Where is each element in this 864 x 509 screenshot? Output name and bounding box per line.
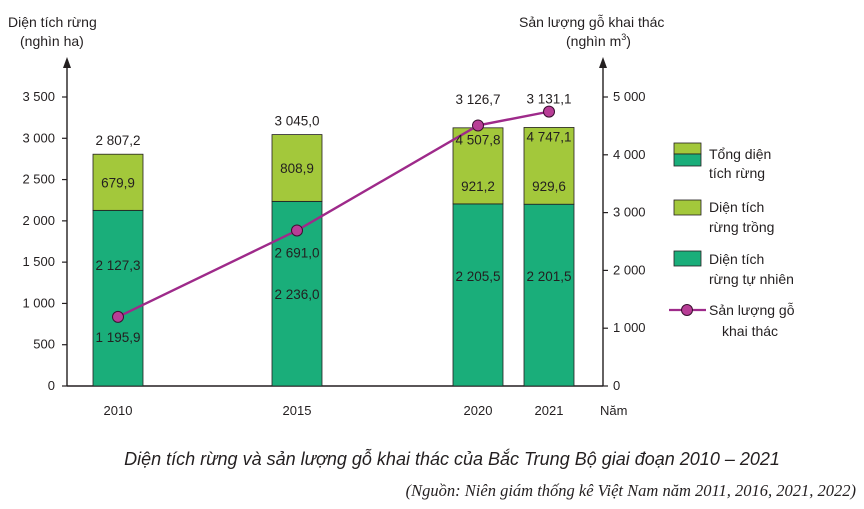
total-label-2021: 3 131,1 xyxy=(526,91,571,106)
left-axis-title-line2: (nghìn ha) xyxy=(20,33,84,49)
legend-item-planted-line1: Diện tích xyxy=(709,199,764,215)
right-tick-label: 4 000 xyxy=(613,147,646,162)
timber-point-2015 xyxy=(291,224,303,237)
right-axis-title-unit: (nghìn m xyxy=(566,33,621,49)
right-tick-label: 1 000 xyxy=(613,320,646,335)
legend-item-timber-line1: Sản lượng gỗ xyxy=(709,302,795,318)
left-axis-arrow xyxy=(63,57,71,68)
legend-swatch-planted xyxy=(673,199,702,216)
legend-item-natural-line2: rừng tự nhiên xyxy=(709,271,794,287)
natural-label-2010: 2 127,3 xyxy=(95,258,140,273)
legend-item-natural-line1: Diện tích xyxy=(709,251,764,267)
bar-natural-2010 xyxy=(92,209,144,387)
bar-natural-2021 xyxy=(523,203,575,387)
x-tick-label-2021: 2021 xyxy=(535,403,564,418)
legend-item-timber-line2: khai thác xyxy=(722,323,778,339)
legend-swatch-timber-marker xyxy=(681,304,693,316)
legend: Tổng diện tích rừng Diện tích rừng trồng… xyxy=(669,142,795,339)
total-label-2015: 3 045,0 xyxy=(274,114,319,129)
left-tick-label: 1 000 xyxy=(22,295,55,310)
left-tick-label: 1 500 xyxy=(22,254,55,269)
planted-label-2010: 679,9 xyxy=(101,175,135,190)
left-tick-label: 500 xyxy=(33,337,55,352)
legend-swatch-natural xyxy=(673,250,702,267)
bar-natural-2020 xyxy=(452,203,504,387)
planted-label-2015: 808,9 xyxy=(280,161,314,176)
right-tick-label: 2 000 xyxy=(613,262,646,277)
data-labels-group: 2 807,2 679,9 2 127,3 1 195,9 3 045,0 808,9 2 … xyxy=(95,91,571,344)
left-tick-label: 2 500 xyxy=(22,172,55,187)
x-axis-unit-label: Năm xyxy=(600,403,627,418)
timber-label-2015: 2 691,0 xyxy=(274,245,319,260)
right-tick-label: 3 000 xyxy=(613,205,646,220)
natural-label-2015: 2 236,0 xyxy=(274,287,319,302)
bar-planted-2020 xyxy=(452,127,504,205)
legend-swatch-total-top xyxy=(673,142,702,155)
natural-label-2020: 2 205,5 xyxy=(455,269,500,284)
timber-point-2020 xyxy=(472,119,484,132)
x-axis-labels: 2010 2015 2020 2021 xyxy=(104,403,564,418)
left-tick-label: 0 xyxy=(48,378,55,393)
legend-item-planted-line2: rừng trồng xyxy=(709,219,774,235)
x-tick-label-2010: 2010 xyxy=(104,403,133,418)
timber-label-2021: 4 747,1 xyxy=(526,130,571,145)
natural-label-2021: 2 201,5 xyxy=(526,269,571,284)
timber-line xyxy=(117,110,550,318)
timber-point-2010 xyxy=(112,310,124,323)
bar-planted-2015 xyxy=(271,134,323,202)
legend-item-total-line2: tích rừng xyxy=(709,165,765,181)
right-tick-label: 0 xyxy=(613,378,620,393)
legend-item-total-line1: Tổng diện xyxy=(709,146,771,162)
left-tick-label: 3 000 xyxy=(22,130,55,145)
left-axis-ticks: 0 500 1 000 1 500 2 000 2 500 3 000 3 500 xyxy=(22,89,67,393)
right-axis-title-sup: 3 xyxy=(621,32,626,42)
right-axis-title-line2: (nghìn m3) xyxy=(566,32,631,49)
legend-swatch-total-bottom xyxy=(673,153,702,167)
line-series-group xyxy=(112,105,555,323)
chart-caption: Diện tích rừng và sản lượng gỗ khai thác… xyxy=(124,449,780,469)
timber-point-2021 xyxy=(543,105,555,118)
left-axis-title-line1: Diện tích rừng xyxy=(8,14,97,30)
total-label-2020: 3 126,7 xyxy=(455,92,500,107)
forest-chart: Diện tích rừng (nghìn ha) Sản lượng gỗ k… xyxy=(8,14,795,418)
right-tick-label: 5 000 xyxy=(613,89,646,104)
total-label-2010: 2 807,2 xyxy=(95,133,140,148)
planted-label-2020: 921,2 xyxy=(461,179,495,194)
timber-label-2010: 1 195,9 xyxy=(95,330,140,345)
bar-planted-2010 xyxy=(92,153,144,211)
timber-label-2020: 4 507,8 xyxy=(455,132,500,147)
x-tick-label-2020: 2020 xyxy=(464,403,493,418)
right-axis-ticks: 0 1 000 2 000 3 000 4 000 5 000 xyxy=(603,89,646,393)
left-tick-label: 3 500 xyxy=(22,89,55,104)
planted-label-2021: 929,6 xyxy=(532,179,566,194)
x-tick-label-2015: 2015 xyxy=(283,403,312,418)
bar-planted-2021 xyxy=(523,127,575,205)
right-axis-title-close: ) xyxy=(626,33,631,49)
right-axis-title-line1: Sản lượng gỗ khai thác xyxy=(519,14,664,30)
bars-group xyxy=(92,127,575,387)
chart-source: (Nguồn: Niên giám thống kê Việt Nam năm … xyxy=(405,481,856,500)
left-tick-label: 2 000 xyxy=(22,213,55,228)
right-axis-arrow xyxy=(599,57,607,68)
